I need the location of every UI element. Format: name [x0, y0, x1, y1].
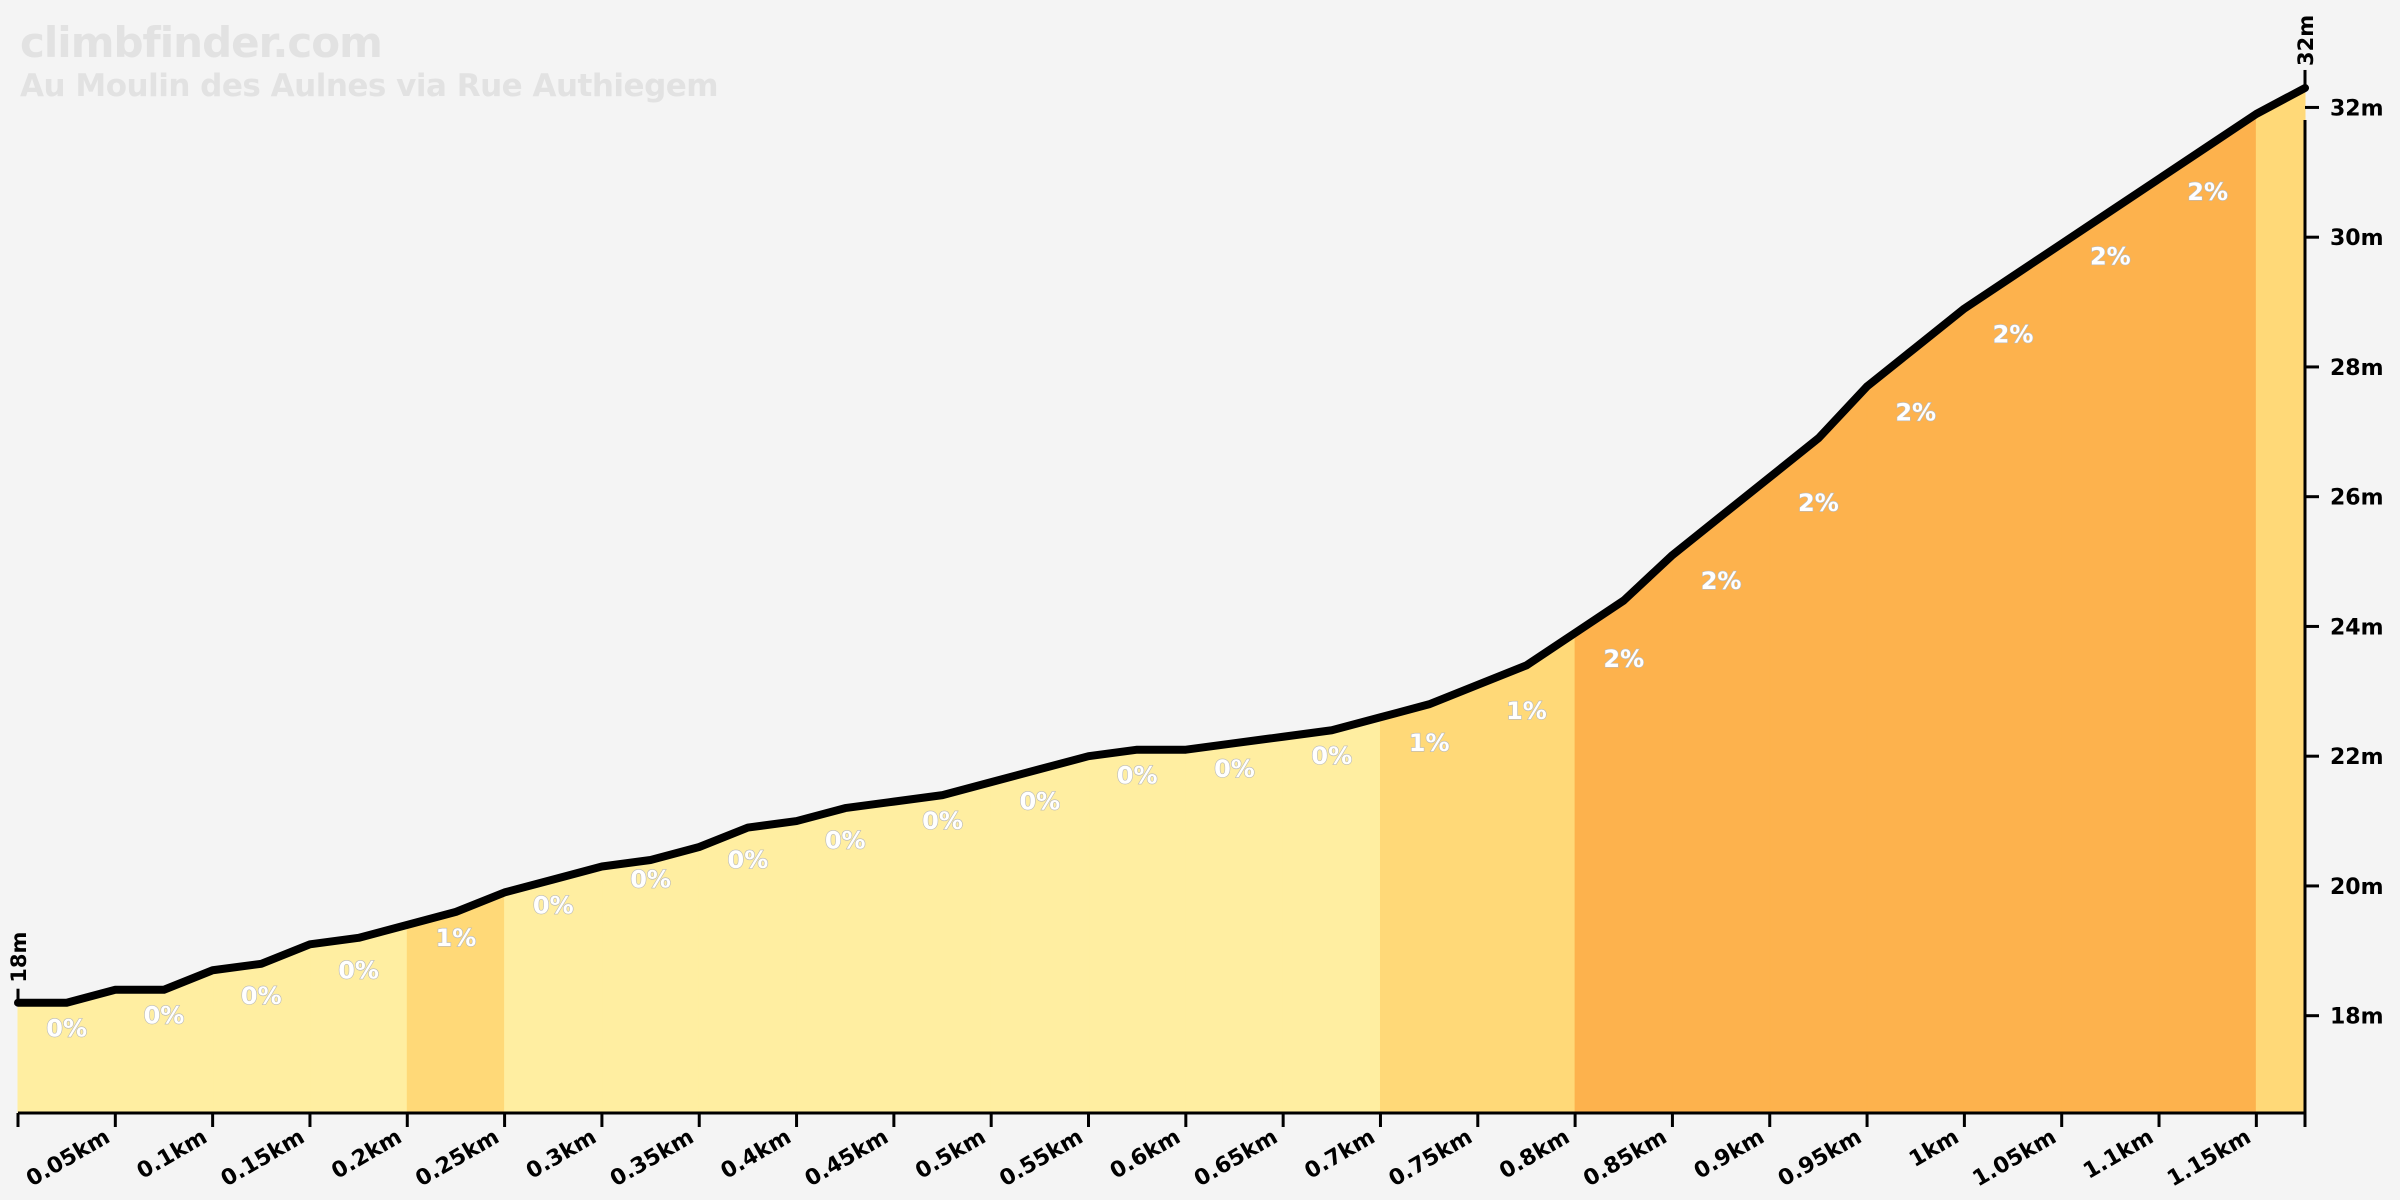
grade-segment-0 [17, 989, 116, 1114]
site-brand: climbfinder.com [20, 18, 383, 67]
y-tick-label-0: 18m [2330, 1005, 2384, 1030]
x-tick-label-12: 0.65km [1190, 1125, 1282, 1193]
grade-label-19: 2% [1895, 398, 1936, 426]
grade-label-9: 0% [922, 807, 963, 835]
grade-label-4: 1% [436, 924, 477, 952]
x-tick-label-2: 0.15km [217, 1125, 309, 1193]
grade-label-16: 2% [1603, 645, 1644, 673]
grade-label-20: 2% [1993, 321, 2034, 349]
x-tick-label-5: 0.3km [522, 1125, 601, 1185]
x-tick-label-21: 1.1km [2079, 1125, 2158, 1185]
x-tick-label-11: 0.6km [1106, 1125, 1185, 1185]
x-tick-label-6: 0.35km [606, 1125, 698, 1193]
grade-segment-11 [1088, 749, 1187, 1114]
x-tick-label-13: 0.7km [1301, 1125, 1380, 1185]
grade-segment-16 [1574, 553, 1673, 1114]
grade-segment-fills [17, 87, 2306, 1114]
x-axis: 0.05km 0.1km 0.15km 0.2km 0.25km 0.3km 0.35km 0… [16, 1111, 2307, 1193]
x-tick-label-20: 1.05km [1969, 1125, 2061, 1193]
x-tick-label-3: 0.2km [327, 1125, 406, 1185]
grade-segment-12 [1185, 736, 1284, 1114]
grade-segment-19 [1866, 307, 1965, 1114]
grade-label-21: 2% [2090, 243, 2131, 271]
grade-label-11: 0% [1117, 762, 1158, 790]
y-tick-label-3: 24m [2330, 615, 2384, 640]
y-tick-label-6: 30m [2330, 226, 2384, 251]
grade-label-14: 1% [1409, 729, 1450, 757]
grade-segment-20 [1963, 242, 2063, 1114]
grade-label-2: 0% [241, 982, 282, 1010]
grade-segment-22 [2158, 112, 2257, 1114]
grade-label-7: 0% [728, 846, 769, 874]
grade-segment-13 [1282, 716, 1381, 1114]
y-tick-label-5: 28m [2330, 356, 2384, 381]
x-tick-label-0: 0.05km [22, 1125, 114, 1193]
x-tick-label-1: 0.1km [133, 1125, 212, 1185]
x-tick-label-9: 0.5km [911, 1125, 990, 1185]
grade-segment-23 [2255, 87, 2306, 1114]
grade-segment-21 [2061, 177, 2160, 1114]
grade-label-10: 0% [1019, 788, 1060, 816]
x-tick-label-22: 1.15km [2163, 1125, 2255, 1193]
x-tick-label-4: 0.25km [412, 1125, 504, 1193]
grade-segment-3 [309, 924, 408, 1114]
x-tick-label-14: 0.75km [1385, 1125, 1477, 1193]
y-tick-label-2: 22m [2330, 745, 2384, 770]
x-tick-label-7: 0.4km [717, 1125, 796, 1185]
x-tick-label-8: 0.45km [801, 1125, 893, 1193]
x-tick-label-19: 1km [1905, 1125, 1963, 1173]
y-tick-label-7: 32m [2330, 96, 2384, 121]
grade-label-8: 0% [825, 827, 866, 855]
x-tick-label-15: 0.8km [1495, 1125, 1574, 1185]
grade-label-22: 2% [2187, 178, 2228, 206]
grade-label-1: 0% [144, 1002, 185, 1030]
grade-labels: 0% 0% 0% 0% 1% 0% 0% 0% 0% 0% 0% 0% 0% 0% 1% 1% 2% 2% 2% 2%… [46, 177, 2229, 1043]
climb-title: Au Moulin des Aulnes via Rue Authiegem [20, 68, 719, 104]
start-elevation-label: 18m [7, 932, 31, 983]
x-tick-label-16: 0.85km [1579, 1125, 1671, 1193]
start-end-markers: 18m 32m [7, 15, 2318, 1005]
grade-label-15: 1% [1506, 697, 1547, 725]
y-axis: 18m 20m 22m 24m 26m 28m 30m 32m [2303, 96, 2384, 1113]
y-tick-label-4: 26m [2330, 486, 2384, 511]
x-tick-label-10: 0.55km [995, 1125, 1087, 1193]
elevation-profile-line [14, 83, 2309, 1007]
grade-label-3: 0% [338, 956, 379, 984]
grade-label-6: 0% [630, 865, 671, 893]
end-elevation-label: 32m [2294, 15, 2318, 66]
grade-label-18: 2% [1798, 489, 1839, 517]
x-tick-label-18: 0.95km [1774, 1125, 1866, 1193]
grade-label-12: 0% [1214, 755, 1255, 783]
y-tick-label-1: 20m [2330, 875, 2384, 900]
x-tick-label-17: 0.9km [1690, 1125, 1769, 1185]
grade-label-5: 0% [533, 891, 574, 919]
grade-label-17: 2% [1701, 567, 1742, 595]
grade-label-0: 0% [46, 1015, 87, 1043]
grade-label-13: 0% [1311, 742, 1352, 770]
